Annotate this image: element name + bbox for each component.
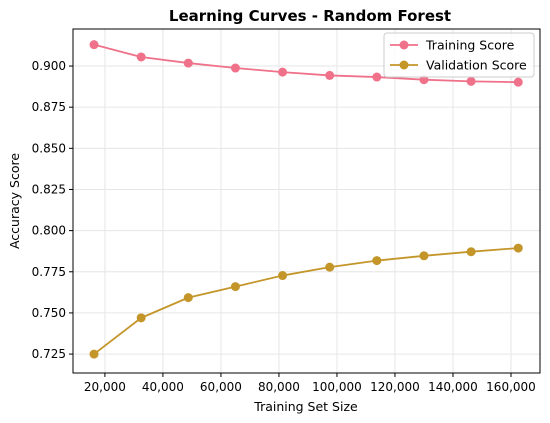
data-point-validation-score — [372, 256, 382, 266]
y-tick-label: 0.900 — [32, 59, 66, 73]
y-tick-label: 0.875 — [32, 100, 66, 114]
axis-ticks: 20,000 40,000 60,000 80,000 100,000 120,000 14… — [32, 59, 536, 394]
legend-marker-validation — [399, 60, 409, 70]
data-point-validation-score — [136, 313, 146, 323]
data-point-training-score — [136, 52, 146, 62]
y-tick-label: 0.775 — [32, 265, 66, 279]
x-tick-label: 20,000 — [84, 380, 126, 394]
x-tick-label: 140,000 — [428, 380, 478, 394]
x-tick-label: 40,000 — [142, 380, 184, 394]
data-point-training-score — [325, 70, 335, 80]
series-layer — [89, 40, 523, 359]
x-tick-label: 80,000 — [258, 380, 300, 394]
x-tick-label: 120,000 — [370, 380, 420, 394]
data-point-validation-score — [183, 293, 193, 303]
grid-lines — [73, 29, 540, 373]
data-point-validation-score — [325, 262, 335, 272]
chart-title: Learning Curves - Random Forest — [169, 7, 451, 25]
data-point-training-score — [466, 76, 476, 86]
legend-label-training: Training Score — [425, 38, 515, 53]
x-tick-label: 160,000 — [486, 380, 536, 394]
data-point-training-score — [513, 77, 523, 87]
y-axis-label: Accuracy Score — [7, 153, 22, 249]
data-point-validation-score — [419, 251, 429, 261]
data-point-validation-score — [278, 271, 288, 281]
x-tick-label: 100,000 — [312, 380, 362, 394]
x-tick-label: 60,000 — [200, 380, 242, 394]
data-point-validation-score — [230, 282, 240, 292]
y-tick-label: 0.750 — [32, 306, 66, 320]
y-tick-label: 0.800 — [32, 224, 66, 238]
data-point-training-score — [278, 67, 288, 77]
data-point-validation-score — [466, 247, 476, 257]
y-tick-label: 0.850 — [32, 141, 66, 155]
data-point-validation-score — [513, 243, 523, 253]
data-point-validation-score — [89, 349, 99, 359]
data-point-training-score — [230, 63, 240, 73]
data-point-training-score — [372, 72, 382, 82]
legend-box — [383, 32, 535, 78]
data-point-training-score — [89, 40, 99, 50]
series-line-validation-score — [93, 247, 519, 355]
x-axis-label: Training Set Size — [253, 399, 358, 414]
series-line-training-score — [93, 43, 519, 84]
legend-label-validation: Validation Score — [426, 58, 527, 73]
data-point-training-score — [183, 58, 193, 68]
plot-frame — [72, 28, 541, 374]
y-tick-label: 0.825 — [32, 182, 66, 196]
legend: Training Score Validation Score — [383, 32, 535, 78]
legend-marker-training — [399, 40, 409, 50]
y-tick-label: 0.725 — [32, 347, 66, 361]
